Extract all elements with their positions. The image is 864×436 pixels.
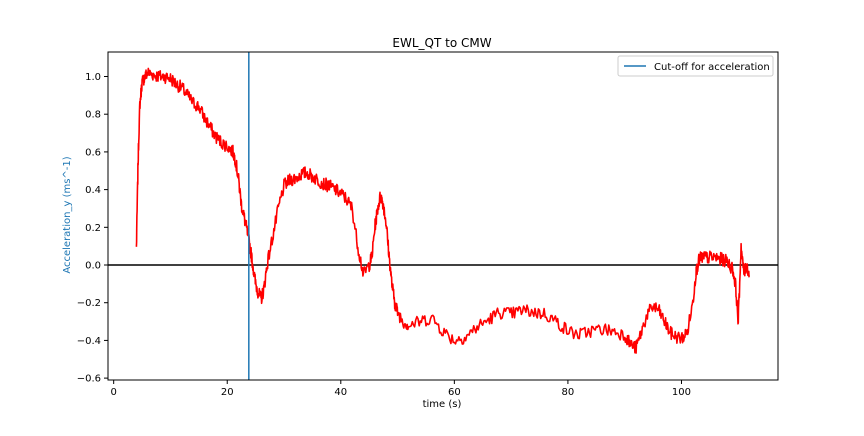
acceleration-series-line [135,67,751,354]
y-tick-label: 0.0 [85,261,101,272]
legend-label: Cut-off for acceleration [654,62,770,73]
chart-title: EWL_QT to CMW [392,36,491,50]
y-tick-label: 0.6 [85,147,101,158]
y-tick-label: 0.2 [85,223,101,234]
legend-box [617,55,774,77]
y-axis: −0.6 −0.4 −0.2 0.0 0.2 0.4 0.6 0.8 1.0 [77,72,108,385]
y-axis-label: Acceleration_y (ms^-1) [62,156,73,273]
x-axis: 0 20 40 60 80 100 [110,380,691,398]
y-tick-label: −0.2 [77,298,101,309]
y-tick-label: −0.6 [77,374,101,385]
plot-area [107,51,779,381]
x-axis-label: time (s) [423,399,462,410]
x-tick-label: 80 [562,387,575,398]
x-tick-label: 0 [110,387,116,398]
y-tick-label: 0.8 [85,110,101,121]
x-tick-label: 20 [221,387,234,398]
y-tick-label: −0.4 [77,336,101,347]
y-tick-label: 0.4 [85,185,101,196]
axes-frame [107,51,779,381]
x-tick-label: 60 [448,387,461,398]
x-tick-label: 40 [334,387,347,398]
legend: Cut-off for acceleration [617,55,774,77]
x-tick-label: 100 [672,387,691,398]
y-tick-label: 1.0 [85,72,101,83]
